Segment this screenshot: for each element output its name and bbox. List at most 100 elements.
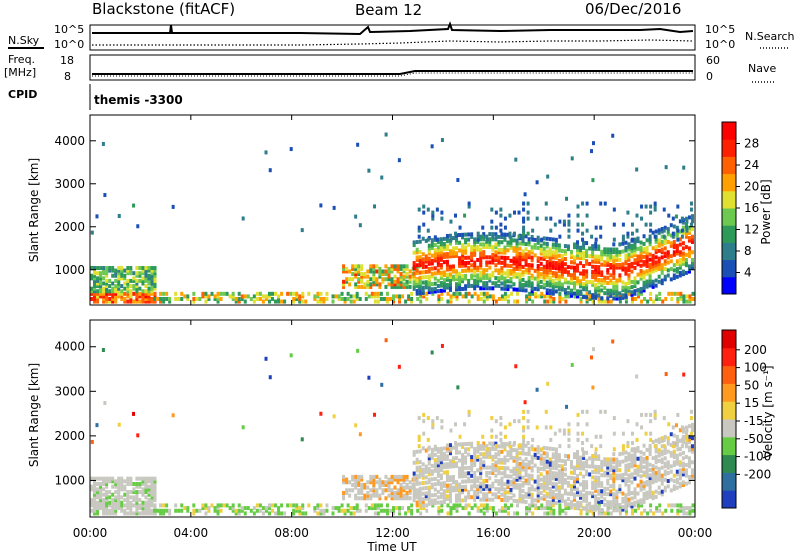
power-cell	[342, 282, 346, 287]
power-cell	[135, 273, 139, 278]
velocity-cell	[445, 488, 449, 493]
power-cell	[270, 296, 274, 301]
velocity-cell	[600, 465, 604, 470]
power-cell	[439, 288, 443, 293]
velocity-cell	[476, 449, 480, 454]
power-cell	[527, 281, 531, 286]
power-cell	[503, 284, 507, 289]
power-cell	[132, 291, 136, 296]
velocity-cell	[102, 508, 106, 513]
velocity-cell	[594, 434, 598, 439]
power-cell	[390, 277, 394, 282]
velocity-cell	[482, 452, 486, 457]
power-cell	[681, 241, 685, 246]
velocity-cell	[114, 498, 118, 503]
power-cell	[512, 261, 516, 266]
power-cell	[530, 247, 534, 252]
power-cell	[515, 264, 519, 269]
power-cell	[369, 282, 373, 287]
power-cell	[357, 279, 361, 284]
power-cell	[120, 276, 124, 281]
power-cell	[399, 264, 403, 269]
velocity-cell	[672, 487, 676, 492]
power-cell	[615, 250, 619, 255]
velocity-cell	[572, 452, 576, 457]
power-cell	[473, 252, 477, 257]
velocity-cell	[424, 469, 428, 474]
power-cell	[560, 261, 564, 266]
power-cell	[594, 270, 598, 275]
power-cell	[684, 260, 688, 265]
power-cell	[476, 283, 480, 288]
velocity-cell	[150, 503, 154, 508]
velocity-cell	[585, 511, 589, 516]
power-cell	[458, 233, 462, 238]
power-cell	[690, 234, 694, 239]
velocity-cell	[153, 498, 157, 503]
power-cell	[360, 277, 364, 282]
power-cell	[615, 255, 619, 260]
power-cell	[624, 240, 628, 245]
velocity-cell	[654, 460, 658, 465]
velocity-cell	[295, 503, 299, 508]
velocity-cell	[585, 498, 589, 503]
power-cell	[439, 270, 443, 275]
power-cell	[594, 275, 598, 280]
velocity-cell	[300, 437, 304, 442]
velocity-cell	[565, 404, 569, 409]
velocity-cell	[396, 488, 400, 493]
power-cell	[476, 276, 480, 281]
velocity-cell	[536, 485, 540, 490]
power-cell	[660, 242, 664, 247]
power-cell	[108, 268, 112, 273]
velocity-cell	[678, 468, 682, 473]
power-cell	[588, 294, 592, 299]
velocity-cell	[563, 491, 567, 496]
velocity-cell	[621, 475, 625, 480]
power-cell	[600, 262, 604, 267]
power-cell	[421, 259, 425, 264]
power-cell	[396, 279, 400, 284]
power-cell	[652, 299, 656, 304]
power-cell	[363, 284, 367, 289]
velocity-cell	[102, 492, 106, 497]
power-cell	[427, 269, 431, 274]
velocity-cell	[606, 486, 610, 491]
power-cell	[216, 294, 220, 299]
velocity-cell	[678, 460, 682, 465]
power-cell	[451, 269, 455, 274]
power-cell	[681, 230, 685, 235]
velocity-cell	[147, 490, 151, 495]
power-cell	[295, 294, 299, 299]
power-cell	[564, 294, 568, 299]
power-cell	[558, 234, 562, 239]
velocity-cell	[144, 503, 148, 508]
power-cell	[506, 299, 510, 304]
power-cell	[467, 278, 471, 283]
power-cell	[528, 296, 532, 301]
velocity-cell	[615, 497, 619, 502]
velocity-cell	[136, 433, 140, 438]
power-cell	[126, 291, 130, 296]
velocity-cell	[679, 506, 683, 511]
power-cell	[237, 291, 241, 296]
freq-line	[92, 70, 693, 75]
velocity-cell	[687, 445, 691, 450]
power-cell	[645, 238, 649, 243]
power-cell	[503, 232, 507, 237]
velocity-cell	[153, 476, 157, 481]
power-cell	[102, 276, 106, 281]
velocity-cell	[351, 482, 355, 487]
power-cell	[518, 275, 522, 280]
power-cell	[135, 289, 139, 294]
velocity-cell	[603, 502, 607, 507]
power-cell	[354, 274, 358, 279]
power-cell	[150, 291, 154, 296]
velocity-cell	[440, 508, 444, 513]
velocity-cell	[657, 490, 661, 495]
velocity-cell	[464, 455, 468, 460]
power-cell	[527, 283, 531, 288]
power-cell	[159, 291, 163, 296]
velocity-cell	[576, 431, 580, 436]
power-cell	[370, 291, 374, 296]
